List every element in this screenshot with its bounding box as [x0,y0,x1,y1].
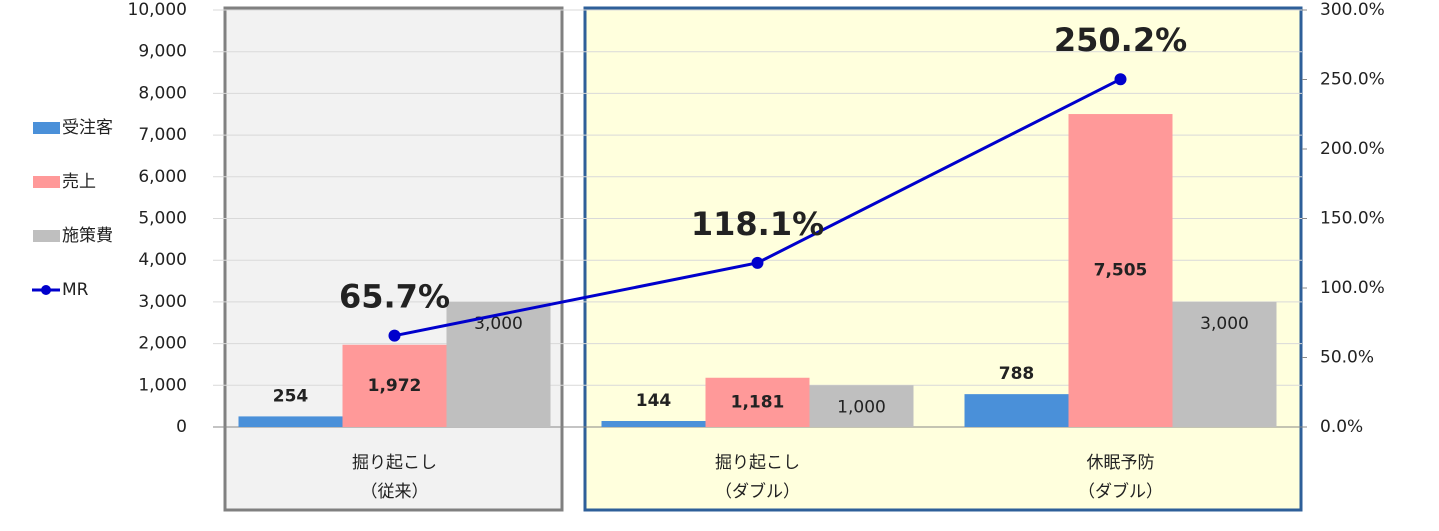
bar [238,416,343,427]
legend-label: 売上 [62,172,96,192]
y-tick-label: 10,000 [128,0,187,20]
legend-label: 受注客 [62,118,113,138]
legend-key [33,122,60,134]
legend-key [33,230,60,242]
legend-key [33,176,60,188]
y2-tick-label: 150.0% [1320,209,1385,229]
group-box [223,6,564,512]
marker [388,329,401,342]
x-tick-label: 掘り起こし [352,453,437,473]
legend-label: 施策費 [62,226,113,246]
y2-tick-label: 200.0% [1320,139,1385,159]
legend-label: MR [62,280,89,300]
y2-tick-label: 300.0% [1320,0,1385,20]
y2-tick-label: 250.0% [1320,70,1385,90]
x-tick-label: 掘り起こし [715,453,800,473]
x-tick-label: （ダブル） [715,481,800,502]
data-label: 118.1% [691,205,824,243]
x-tick-label: （従来） [361,482,429,502]
group-box [583,6,1303,512]
y-tick-label: 3,000 [138,292,187,312]
y2-tick-label: 100.0% [1320,278,1385,298]
bar [964,394,1069,427]
marker [1114,73,1127,86]
bar [1172,301,1277,427]
y-tick-label: 4,000 [138,250,187,270]
data-label: 1,972 [368,376,422,396]
bar [342,344,447,427]
data-label: 3,000 [474,314,523,334]
bar [809,385,914,427]
y-tick-label: 0 [176,417,187,437]
bar [601,420,706,427]
y-tick-label: 9,000 [138,42,187,62]
data-label: 788 [999,364,1035,384]
legend-key [41,285,51,295]
y-tick-label: 1,000 [138,375,187,395]
y2-tick-label: 0.0% [1320,417,1363,437]
x-tick-label: （ダブル） [1078,481,1163,502]
data-label: 7,505 [1094,261,1148,281]
y-tick-label: 7,000 [138,125,187,145]
data-label: 3,000 [1200,314,1249,334]
y-tick-label: 2,000 [138,334,187,354]
y-tick-label: 8,000 [138,83,187,103]
data-label: 1,181 [731,392,785,412]
data-label: 144 [636,391,672,411]
y-tick-label: 5,000 [138,209,187,229]
data-label: 65.7% [339,278,450,316]
x-tick-label: 休眠予防 [1087,453,1155,473]
data-label: 250.2% [1054,21,1187,59]
marker [751,256,764,269]
bar [705,377,810,427]
y-tick-label: 6,000 [138,167,187,187]
data-label: 1,000 [837,397,886,417]
bar [1068,114,1173,427]
data-label: 254 [273,386,309,406]
y2-tick-label: 50.0% [1320,348,1374,368]
